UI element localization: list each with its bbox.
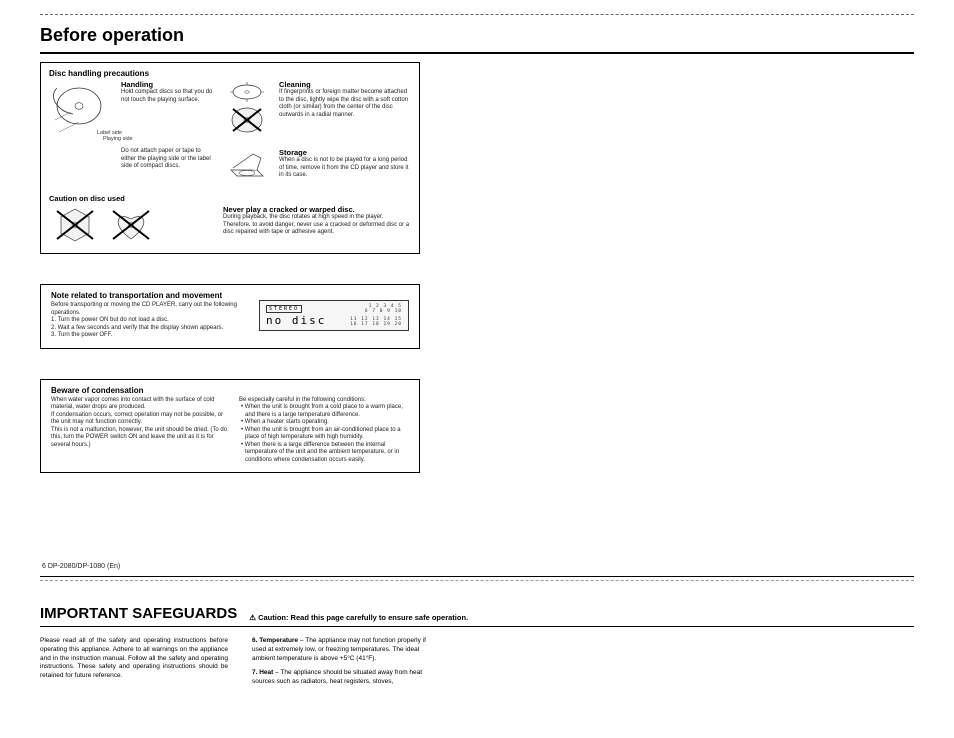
page-safeguards: IMPORTANT SAFEGUARDS ⚠ Caution: Read thi… [0,605,954,693]
safeguards-intro: Please read all of the safety and operat… [40,637,228,681]
shaped-disc-x-icon [49,205,101,245]
storage-text-col: Storage When a disc is not to be played … [279,148,411,188]
disc-row-top: Handling Hold compact discs so that you … [49,80,411,136]
item-7: 7. Heat – The appliance should be situat… [252,669,440,687]
transport-display-col: STEREO 1 2 3 4 5 6 7 8 9 10 no disc 11 1… [259,291,409,340]
safeguards-caution: ⚠ Caution: Read this page carefully to e… [249,613,468,622]
transport-box: Note related to transportation and movem… [40,284,420,349]
handling-text-col: Handling Hold compact discs so that you … [121,80,215,136]
condensation-heading: Beware of condensation [51,386,409,395]
handling-title: Handling [121,80,215,89]
cond-l3: This is not a malfunction, however, the … [51,427,231,450]
cleaning-text-col: Cleaning If fingerprints or foreign matt… [279,80,411,136]
cd-case-icon [223,148,271,188]
cond-b1: When the unit is brought from a cold pla… [239,404,409,419]
item6-num: 6. [252,637,257,644]
stereo-badge: STEREO [266,305,302,313]
transport-row: Note related to transportation and movem… [51,291,409,340]
page-before-operation: Before operation Disc handling precautio… [0,0,954,581]
safeguards-col-right: 6. Temperature – The appliance may not f… [252,637,440,693]
safeguards-title-row: IMPORTANT SAFEGUARDS ⚠ Caution: Read thi… [40,605,914,627]
item7-text: – The appliance should be situated away … [252,669,422,685]
page-separator-solid [40,576,914,577]
storage-diagram [223,148,271,188]
page-title: Before operation [40,25,914,46]
transport-step2: 2. Wait a few seconds and verify that th… [51,325,251,333]
cond-intro: Be especially careful in the following c… [239,397,409,405]
warped-text-col: Never play a cracked or warped disc. Dur… [223,205,411,237]
disc-row-bottom: Never play a cracked or warped disc. Dur… [49,205,411,245]
safeguards-columns: Please read all of the safety and operat… [40,637,440,693]
bad-discs-icons [49,205,159,245]
cond-l2: If condensation occurs, correct operatio… [51,412,231,427]
cleaning-text: If fingerprints or foreign matter become… [279,89,411,119]
storage-text: When a disc is not to be played for a lo… [279,157,411,180]
disc-handling-box: Disc handling precautions Handling Hold … [40,62,420,254]
cond-b4: When there is a large difference between… [239,442,409,465]
safeguards-title: IMPORTANT SAFEGUARDS [40,605,237,622]
condensation-box: Beware of condensation When water vapor … [40,379,420,474]
no-tape-text: Do not attach paper or tape to either th… [121,148,215,188]
item6-title: Temperature [259,637,298,644]
condensation-row: When water vapor comes into contact with… [51,397,409,465]
caution-used-heading: Caution on disc used [49,194,411,203]
disc-hold-icon [49,80,113,136]
warped-title: Never play a cracked or warped disc. [223,205,411,214]
disc-handling-heading: Disc handling precautions [49,69,411,78]
caution-text: Caution: Read this page carefully to ens… [258,613,468,622]
condensation-left: When water vapor comes into contact with… [51,397,231,465]
warped-text: During playback, the disc rotates at hig… [223,214,411,237]
cleaning-title: Cleaning [279,80,411,89]
transport-intro: Before transporting or moving the CD PLA… [51,302,251,317]
transport-heading: Note related to transportation and movem… [51,291,251,300]
transport-step1: 1. Turn the power ON but do not load a d… [51,317,251,325]
heart-disc-x-icon [105,205,157,245]
cleaning-diagram [223,80,271,136]
item-6: 6. Temperature – The appliance may not f… [252,637,440,663]
display-text: no disc [266,314,326,327]
title-rule [40,52,914,54]
cond-b2: When a heater starts operating. [239,419,409,427]
warning-icon: ⚠ [249,613,256,622]
top-hairline [40,14,914,15]
transport-step3: 3. Turn the power OFF. [51,332,251,340]
handling-text: Hold compact discs so that you do not to… [121,89,215,104]
page-separator-dash [40,580,914,581]
cond-l1: When water vapor comes into contact with… [51,397,231,412]
item7-title: Heat [259,669,273,676]
tracknums-3: 11 12 13 14 15 16 17 18 19 20 [332,317,402,327]
lcd-display: STEREO 1 2 3 4 5 6 7 8 9 10 no disc 11 1… [259,300,409,331]
wipe-direction-icon [223,80,271,136]
playing-side-text: Playing side [103,136,411,142]
condensation-right: Be especially careful in the following c… [239,397,409,465]
cond-b3: When the unit is brought from an air-con… [239,427,409,442]
item7-num: 7. [252,669,257,676]
transport-text-col: Note related to transportation and movem… [51,291,251,340]
storage-title: Storage [279,148,411,157]
disc-row-mid: Do not attach paper or tape to either th… [49,148,411,188]
footer-model-code: 6 DP-2080/DP-1080 (En) [42,563,914,570]
handling-diagram [49,80,113,136]
safeguards-col-left: Please read all of the safety and operat… [40,637,228,693]
